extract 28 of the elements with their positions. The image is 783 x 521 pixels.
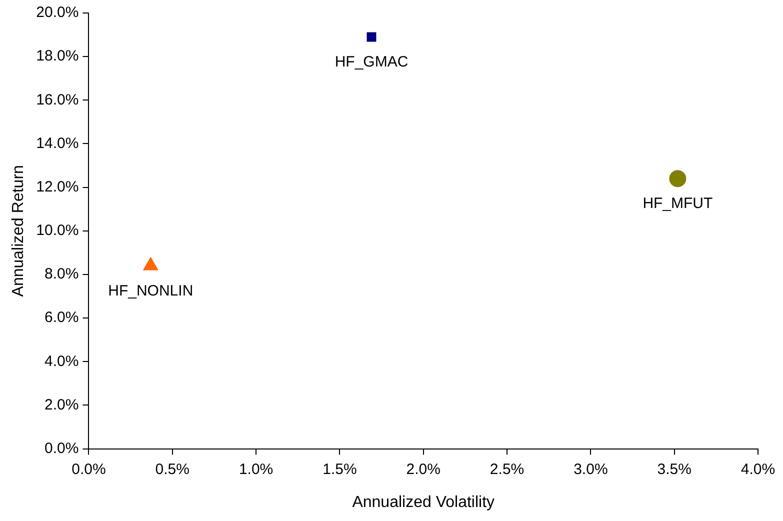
y-axis-title: Annualized Return	[10, 165, 28, 297]
y-tick-label: 2.0%	[44, 396, 79, 414]
y-tick-label: 0.0%	[44, 440, 79, 457]
x-tick-label: 1.0%	[238, 460, 274, 478]
y-tick-label: 10.0%	[36, 222, 79, 240]
y-tick-label: 4.0%	[44, 352, 79, 370]
point	[669, 170, 686, 188]
x-tick-label: 3.5%	[657, 460, 692, 478]
x-tick-label: 2.5%	[490, 460, 524, 478]
series-label: HF_GMAC	[334, 54, 408, 71]
y-tick-label: 20.0%	[36, 4, 79, 22]
x-tick-label: 0.5%	[155, 460, 190, 478]
y-tick-label: 6.0%	[44, 309, 79, 326]
point	[366, 32, 376, 42]
x-tick-label: 3.0%	[574, 460, 608, 478]
x-tick-label: 1.5%	[322, 460, 357, 478]
series-label: HF_MFUT	[642, 195, 713, 212]
y-tick-label: 14.0%	[36, 134, 79, 152]
point	[143, 257, 158, 270]
y-tick-label: 16.0%	[36, 91, 79, 108]
y-tick-label: 12.0%	[36, 178, 79, 196]
series-label: HF_NONLIN	[108, 282, 194, 300]
x-tick-label: 0.0%	[72, 460, 106, 478]
x-tick-label: 4.0%	[740, 460, 776, 478]
y-tick-label: 8.0%	[44, 266, 79, 283]
x-axis-title: Annualized Volatility	[352, 494, 495, 511]
x-tick-label: 2.0%	[406, 460, 440, 478]
y-tick-label: 18.0%	[36, 48, 79, 65]
